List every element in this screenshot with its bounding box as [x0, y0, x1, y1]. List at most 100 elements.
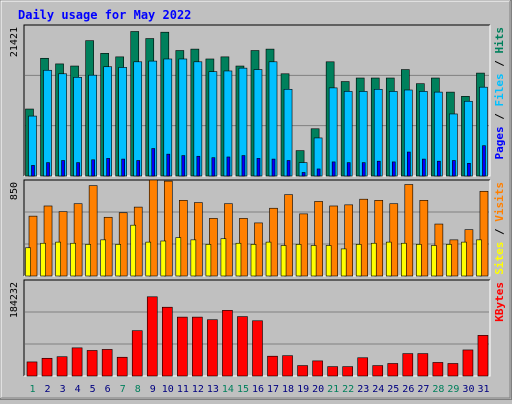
sites-bar — [461, 241, 467, 277]
visits-bar — [194, 202, 203, 277]
day-tick-label: 12 — [192, 384, 204, 395]
sites-bar — [115, 244, 121, 277]
sites-bar — [310, 245, 317, 277]
day-tick-label: 25 — [387, 384, 399, 395]
kbytes-bar — [327, 366, 338, 377]
kbytes-bar — [417, 353, 429, 377]
pages-bar — [452, 160, 456, 177]
sites-bar — [476, 239, 482, 277]
pages-bar — [61, 160, 65, 177]
axis-label-hits: Hits — [493, 27, 506, 54]
day-tick-label: 29 — [447, 384, 459, 395]
day-tick-label: 4 — [75, 384, 81, 395]
visits-bar — [479, 190, 489, 277]
pages-bar — [196, 155, 201, 177]
day-tick-label: 11 — [177, 384, 189, 395]
axis-label-kbytes: KBytes — [493, 282, 506, 322]
kbytes-bar — [267, 355, 278, 377]
kbytes-bar — [86, 350, 98, 377]
kbytes-bar — [372, 365, 384, 377]
pages-bar — [76, 162, 80, 177]
sites-bar — [175, 237, 182, 277]
axis-label-pages: Pages — [493, 126, 506, 159]
sites-bar — [145, 241, 152, 277]
day-tick-label: 21 — [327, 384, 339, 395]
pages-bar — [91, 159, 95, 177]
day-tick-label: 8 — [135, 384, 141, 395]
kbytes-bar — [71, 347, 83, 377]
pages-bar — [422, 158, 426, 177]
kbytes-bar — [161, 306, 173, 377]
day-tick-label: 5 — [90, 384, 96, 395]
day-tick-label: 22 — [342, 384, 354, 395]
visits-bar — [28, 215, 38, 277]
sites-bar — [100, 239, 106, 277]
pages-bar — [407, 151, 411, 177]
day-tick-label: 10 — [162, 384, 174, 395]
kbytes-bar — [462, 349, 474, 377]
pages-bar — [346, 162, 351, 177]
pages-bar — [226, 156, 231, 177]
sites-bar — [70, 242, 76, 277]
panel-3-axis-label: KBytes — [493, 282, 506, 322]
pages-bar — [301, 172, 306, 177]
visits-bar — [73, 203, 83, 277]
chart-title: Daily usage for May 2022 — [18, 8, 191, 22]
kbytes-bar — [101, 349, 113, 377]
axis-label-separator: / — [493, 222, 506, 242]
day-tick-label: 7 — [120, 384, 126, 395]
pages-bar — [467, 163, 471, 177]
day-tick-label: 15 — [237, 384, 249, 395]
sites-bar — [130, 224, 137, 277]
day-tick-label: 30 — [462, 384, 474, 395]
visits-bar — [88, 185, 98, 277]
day-tick-label: 3 — [60, 384, 66, 395]
visits-bar — [284, 194, 293, 277]
pages-bar — [271, 158, 276, 177]
kbytes-bar — [116, 356, 128, 377]
sites-bar — [265, 241, 272, 277]
day-tick-label: 24 — [372, 384, 384, 395]
sites-bar — [250, 244, 257, 277]
pages-bar — [286, 160, 291, 177]
files-bar — [43, 69, 52, 177]
kbytes-bar — [402, 353, 414, 377]
sites-bar — [431, 245, 437, 277]
axis-label-sites: Sites — [493, 242, 506, 275]
sites-bar — [280, 245, 287, 277]
sites-bar — [355, 244, 362, 277]
pages-bar — [121, 158, 125, 177]
day-tick-label: 9 — [150, 384, 156, 395]
sites-bar — [416, 244, 422, 277]
day-tick-label: 31 — [477, 384, 489, 395]
kbytes-bar — [387, 363, 399, 377]
pages-bar — [166, 153, 171, 177]
panel-2-frame-dark — [23, 179, 490, 276]
sites-bar — [385, 241, 392, 277]
kbytes-bar — [357, 357, 369, 377]
pages-bar — [151, 148, 156, 177]
day-tick-label: 1 — [30, 384, 36, 395]
axis-label-files: Files — [493, 73, 506, 106]
pages-bar — [31, 165, 35, 177]
day-tick-label: 19 — [297, 384, 309, 395]
sites-bar — [325, 245, 332, 277]
panel-2-ymax-label: 850 — [9, 182, 20, 200]
panel-1-ymax-label: 21421 — [9, 27, 20, 57]
pages-bar — [391, 161, 396, 177]
pages-bar — [211, 157, 216, 177]
visits-bar — [404, 184, 414, 277]
files-bar — [133, 61, 143, 177]
day-tick-label: 23 — [357, 384, 369, 395]
visits-bar — [389, 203, 399, 277]
sites-bar — [205, 244, 212, 277]
pages-bar — [106, 158, 110, 177]
kbytes-bar — [146, 296, 158, 377]
sites-bar — [340, 248, 347, 277]
pages-bar — [316, 168, 321, 177]
kbytes-bar — [297, 365, 308, 377]
sites-bar — [235, 242, 242, 277]
